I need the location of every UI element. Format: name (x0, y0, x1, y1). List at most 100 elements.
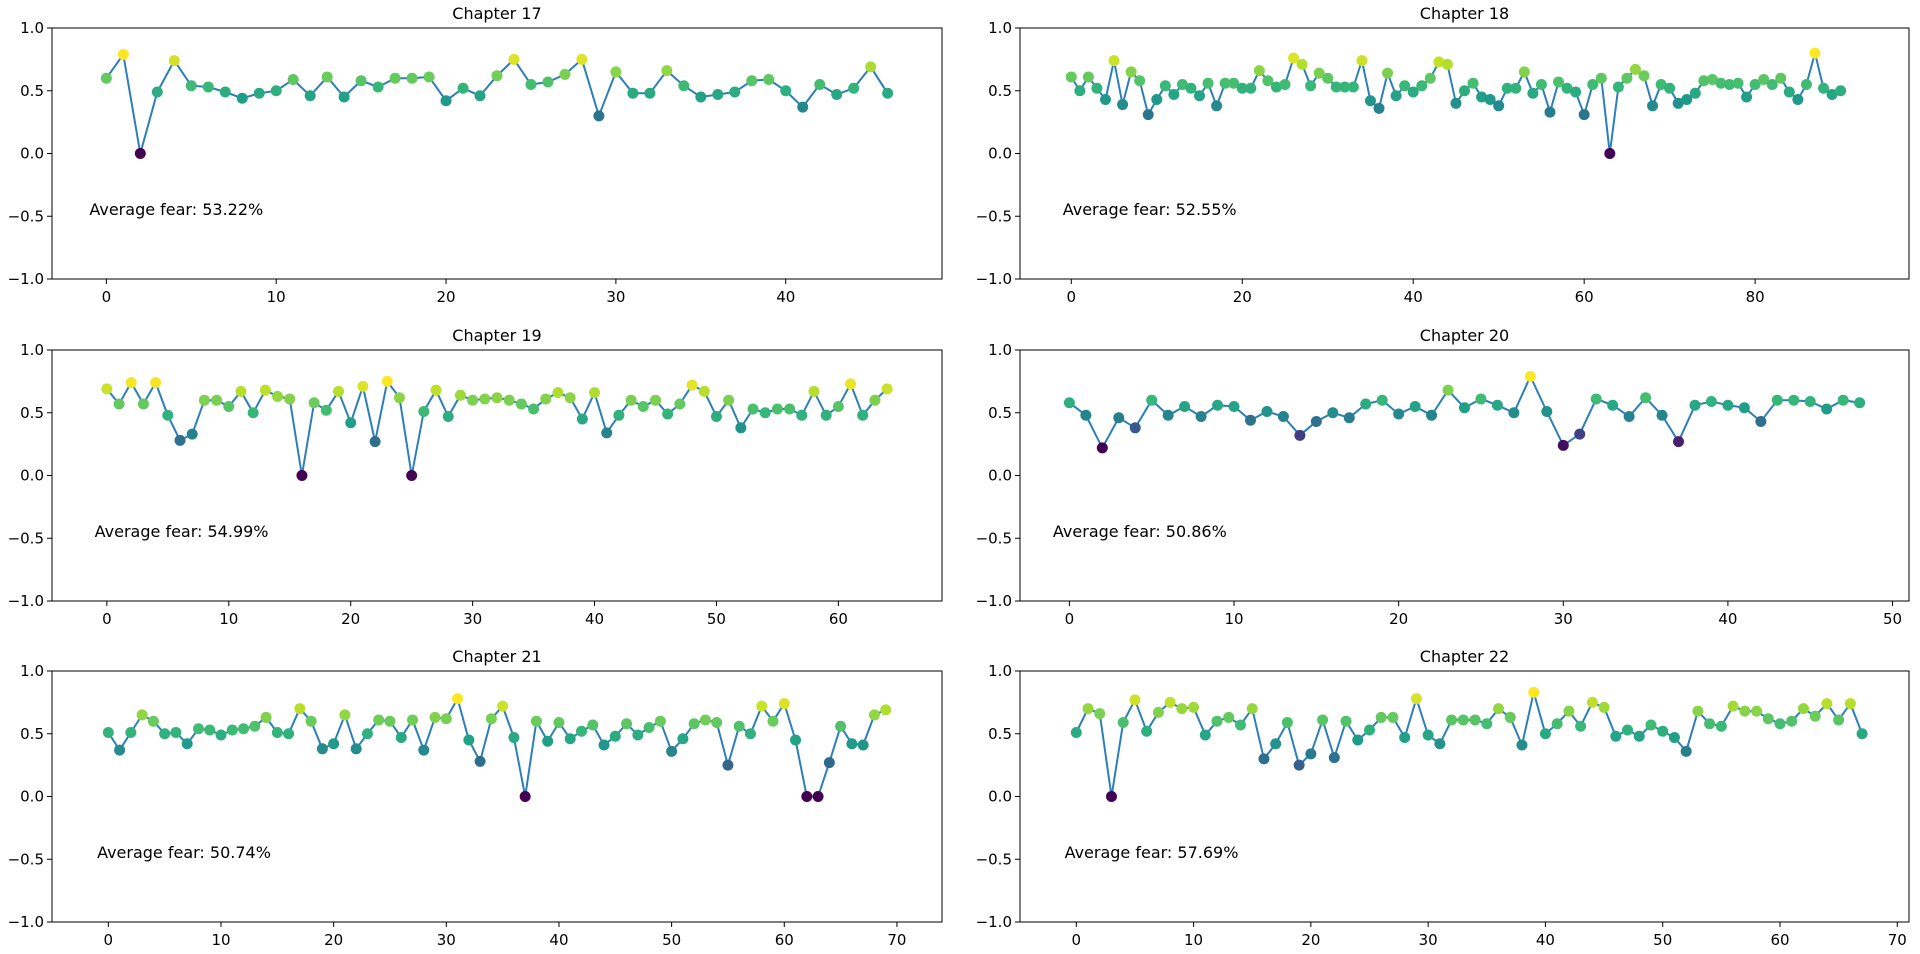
subplot-2: Chapter 18 −1.0 −0.5 0.0 0.5 1.0 0 20 40 60 80 Aver… (976, 4, 1910, 306)
data-point (632, 729, 644, 741)
data-point (1142, 109, 1154, 121)
data-point (1117, 716, 1129, 728)
data-point (406, 470, 418, 481)
data-point (100, 72, 112, 84)
data-point (661, 65, 673, 77)
data-point (796, 409, 808, 421)
y-tick-label: 0.0 (20, 145, 44, 163)
data-point (372, 81, 384, 93)
data-point (1578, 109, 1590, 121)
data-point (814, 78, 826, 90)
data-point (361, 728, 373, 740)
data-point (1553, 76, 1565, 88)
data-point (1837, 394, 1849, 406)
data-point (260, 711, 272, 723)
data-point (1159, 80, 1171, 92)
data-point (321, 71, 333, 83)
data-point (1804, 395, 1816, 407)
data-point (389, 72, 401, 84)
y-tick-label: −1.0 (976, 913, 1012, 931)
y-tick-label: 1.0 (988, 341, 1012, 359)
data-point (1105, 791, 1117, 802)
data-point (857, 739, 869, 751)
data-point (598, 739, 610, 751)
data-point (1459, 85, 1470, 97)
data-point (1446, 714, 1458, 726)
data-point (1262, 75, 1274, 87)
data-point (1510, 82, 1522, 94)
data-point (835, 720, 847, 732)
data-point (1279, 78, 1291, 90)
data-point (1343, 412, 1355, 424)
data-point (333, 385, 345, 397)
y-tick-label: 1.0 (988, 19, 1012, 37)
data-point (491, 392, 503, 404)
data-point (1501, 82, 1513, 94)
data-point (735, 422, 747, 434)
data-point (1809, 47, 1821, 59)
data-point (418, 405, 430, 417)
average-fear-label: Average fear: 52.55% (1063, 200, 1237, 219)
data-point (442, 411, 454, 423)
data-point (869, 394, 881, 406)
data-point (1640, 392, 1652, 404)
data-point (1833, 714, 1845, 726)
data-point (712, 89, 724, 101)
data-point (1570, 86, 1582, 98)
x-tick-label: 30 (437, 931, 456, 949)
data-point (627, 87, 639, 99)
data-point (381, 375, 393, 387)
data-point (601, 427, 613, 439)
data-point (296, 470, 308, 481)
data-point (101, 383, 113, 395)
data-point (1360, 398, 1372, 410)
data-point (1541, 405, 1553, 417)
data-point (759, 407, 771, 419)
data-point (1164, 696, 1176, 708)
y-tick-label: 1.0 (988, 662, 1012, 680)
x-tick-label: 30 (1554, 610, 1573, 628)
x-tick-label: 30 (606, 288, 625, 306)
data-point (1727, 700, 1739, 712)
x-tick-label: 30 (463, 610, 482, 628)
data-point (1835, 85, 1847, 97)
data-point (848, 82, 860, 94)
data-point (686, 379, 698, 391)
subplot-6: Chapter 22 −1.0 −0.5 0.0 0.5 1.0 0 10 20 30 40 50 60… (976, 647, 1910, 949)
data-point (767, 715, 779, 727)
y-tick-label: −1.0 (976, 270, 1012, 288)
x-tick-label: 10 (219, 610, 238, 628)
data-point (1258, 753, 1270, 765)
data-point (525, 78, 537, 90)
data-point (345, 417, 357, 429)
x-tick-label: 0 (102, 610, 112, 628)
data-point (1595, 72, 1607, 84)
data-point (454, 389, 466, 401)
data-point (1491, 399, 1503, 411)
y-tick-label: 0.5 (20, 82, 44, 100)
data-point (1293, 759, 1305, 771)
data-point (587, 719, 599, 731)
data-point (1294, 429, 1306, 441)
data-point (1223, 711, 1235, 723)
data-point (540, 393, 552, 405)
data-point (1504, 711, 1516, 723)
data-point (253, 87, 265, 99)
data-point (1821, 403, 1833, 415)
data-point (1524, 370, 1536, 382)
data-point (1771, 394, 1783, 406)
subplot-title: Chapter 19 (452, 326, 541, 345)
data-point (1070, 726, 1082, 738)
data-point (1234, 719, 1246, 731)
data-point (1074, 85, 1086, 97)
data-point (1236, 82, 1248, 94)
subplot-title: Chapter 20 (1420, 326, 1509, 345)
data-point (1539, 728, 1551, 740)
data-point (1741, 91, 1753, 103)
data-point (1681, 94, 1693, 106)
data-point (162, 409, 174, 421)
data-point (1689, 399, 1701, 411)
data-point (1151, 94, 1163, 106)
data-point (1459, 402, 1470, 414)
data-point (1442, 384, 1454, 396)
